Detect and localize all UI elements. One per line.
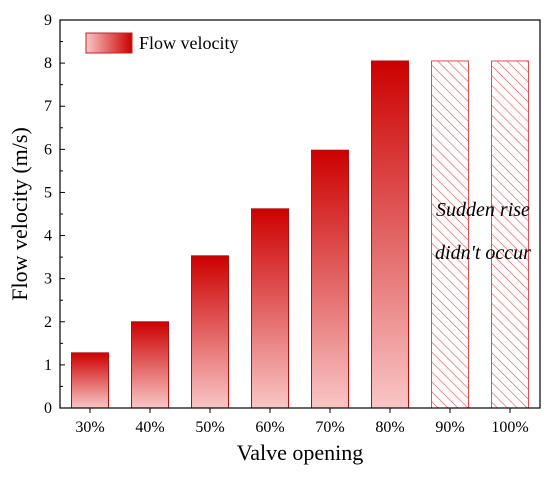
y-tick-label: 2 [44,314,52,331]
y-tick-label: 4 [44,228,52,245]
x-tick-label: 30% [75,419,104,436]
legend: Flow velocity [85,32,239,54]
bar-50pct [191,255,229,409]
x-ticks-group: 30% 40% 50% 60% 70% 80% 90% 100% [75,408,529,436]
bar-90pct [431,60,469,409]
x-tick-label: 70% [315,419,344,436]
bar-100pct [491,60,529,409]
legend-swatch [85,32,133,54]
y-tick-label: 7 [44,98,52,115]
y-tick-label: 5 [44,184,52,201]
y-axis-title: Flow velocity (m/s) [7,127,32,301]
y-tick-label: 3 [44,271,52,288]
annotation: Sudden rise didn't occur [435,199,531,264]
x-tick-label: 60% [255,419,284,436]
y-tick-label: 0 [44,400,52,417]
x-tick-label: 50% [195,419,224,436]
y-tick-label: 1 [44,357,52,374]
bar-70pct [311,149,349,409]
bars-group [71,60,529,409]
y-tick-label: 8 [44,55,52,72]
x-tick-label: 80% [375,419,404,436]
annotation-line-2: didn't occur [435,242,531,264]
bar-40pct [131,321,169,409]
y-tick-label: 9 [44,12,52,29]
bar-30pct [71,352,109,409]
x-axis-title: Valve opening [237,440,363,465]
x-tick-label: 40% [135,419,164,436]
annotation-line-1: Sudden rise [436,199,530,221]
y-ticks-group: 0 1 2 3 4 5 6 7 8 9 [44,12,65,417]
bar-60pct [251,208,289,409]
plot-frame [59,19,541,409]
y-tick-label: 6 [44,141,52,158]
bar-80pct [371,60,409,409]
x-tick-label: 100% [491,419,528,436]
x-tick-label: 90% [435,419,464,436]
legend-label: Flow velocity [139,33,239,53]
